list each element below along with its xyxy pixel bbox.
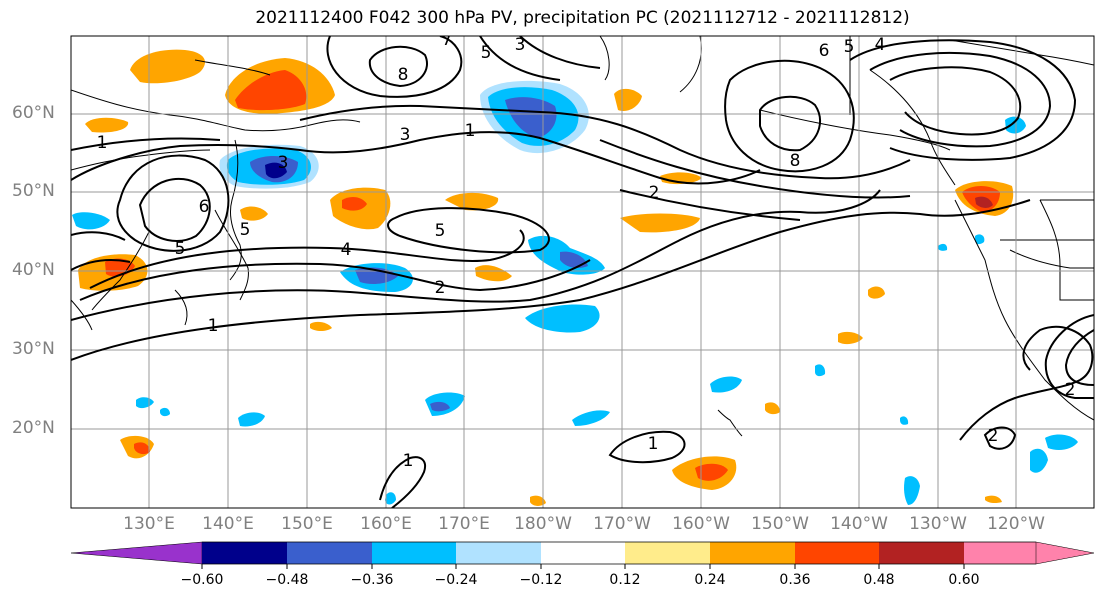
colorbar-segment — [456, 542, 541, 564]
colorbar-tick-label: 0.36 — [779, 572, 811, 588]
contour-label: 8 — [398, 65, 409, 85]
lon-label: 120°W — [987, 514, 1045, 534]
colorbar-segment — [202, 542, 287, 564]
contour-label: 1 — [208, 316, 219, 336]
colorbar-tick-label: −0.48 — [265, 572, 309, 588]
colorbar-segment — [287, 542, 372, 564]
lon-label: 170°W — [593, 514, 651, 534]
colorbar-segment — [795, 542, 879, 564]
colorbar-tick-label: −0.24 — [434, 572, 478, 588]
contour-label: 3 — [278, 153, 289, 173]
colorbar-segment — [710, 542, 795, 564]
contour-label: 3 — [515, 35, 526, 55]
pv-contours — [71, 36, 1094, 508]
colorbar-segment — [372, 542, 456, 564]
contour-label: 6 — [199, 197, 210, 217]
contour-label: 6 — [819, 41, 830, 61]
contour-label: 1 — [403, 451, 414, 471]
gridlines — [71, 36, 1094, 508]
colorbar-segment — [964, 542, 1036, 564]
lon-label: 140°W — [830, 514, 888, 534]
colorbar-tick-label: 0.60 — [948, 572, 980, 588]
contour-label: 2 — [988, 426, 999, 446]
map-title: 2021112400 F042 300 hPa PV, precipitatio… — [255, 8, 910, 28]
lon-label: 130°E — [123, 514, 175, 534]
contour-label: 1 — [648, 434, 659, 454]
contour-label: 5 — [844, 37, 855, 57]
contour-label: 5 — [435, 221, 446, 241]
colorbar-extend-min — [70, 541, 203, 565]
colorbar-extend-max — [1035, 541, 1095, 565]
lon-label: 160°W — [672, 514, 730, 534]
lat-label: 30°N — [12, 339, 55, 359]
contour-label: 1 — [465, 121, 476, 141]
colorbar-tick-label: −0.12 — [519, 572, 563, 588]
contour-labels: 1 3 6 5 5 4 2 1 8 5 3 7 1 6 5 4 8 2 5 3 … — [97, 30, 1076, 471]
lon-label: 130°W — [909, 514, 967, 534]
colorbar-tick-label: 0.24 — [694, 572, 726, 588]
lon-label: 150°W — [751, 514, 809, 534]
contour-label: 7 — [442, 30, 453, 50]
colorbar-tick-label: −0.60 — [180, 572, 224, 588]
lon-label: 140°E — [202, 514, 254, 534]
lon-label: 180°W — [514, 514, 572, 534]
lat-label: 60°N — [12, 103, 55, 123]
contour-label: 4 — [341, 240, 352, 260]
lon-label: 150°E — [281, 514, 333, 534]
lon-label: 170°E — [438, 514, 490, 534]
colorbar-tick-label: 0.48 — [863, 572, 895, 588]
colorbar-segment — [625, 542, 710, 564]
colorbar-segment — [541, 542, 625, 564]
contour-label: 4 — [875, 35, 886, 55]
colorbar-segment — [879, 542, 964, 564]
contour-label: 1 — [97, 133, 108, 153]
colorbar-tick-label: −0.36 — [350, 572, 394, 588]
contour-label: 5 — [175, 239, 186, 259]
colorbar-tick-label: 0.12 — [609, 572, 641, 588]
colorbar — [70, 541, 1095, 569]
lat-label: 40°N — [12, 260, 55, 280]
plot-frame — [70, 35, 1095, 509]
contour-label: 2 — [1065, 380, 1076, 400]
contour-label: 2 — [649, 183, 660, 203]
contour-label: 8 — [790, 151, 801, 171]
lat-label: 20°N — [12, 418, 55, 438]
contour-label: 5 — [240, 220, 251, 240]
contour-label: 5 — [481, 43, 492, 63]
contour-label: 2 — [435, 278, 446, 298]
contour-label: 3 — [400, 125, 411, 145]
precip-negative-shading — [72, 80, 1078, 505]
lon-label: 160°E — [360, 514, 412, 534]
lat-label: 50°N — [12, 181, 55, 201]
